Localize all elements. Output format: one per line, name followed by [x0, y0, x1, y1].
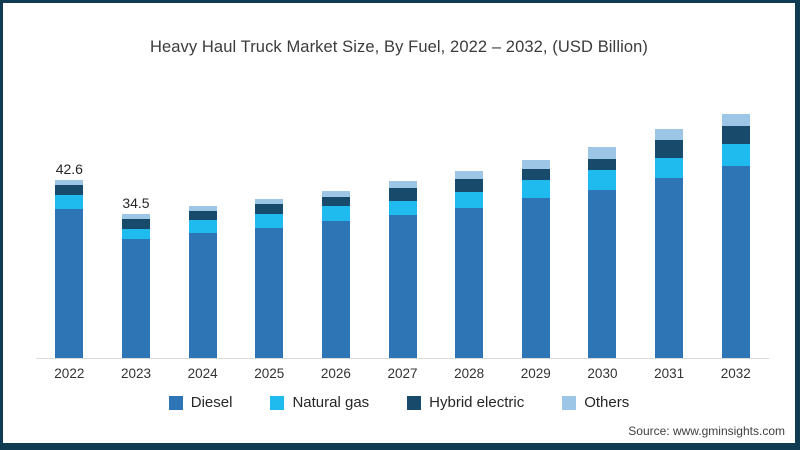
segment-hybrid-electric-2030: [588, 159, 617, 170]
segment-others-2023: [121, 214, 150, 219]
bar-2028: [436, 168, 503, 358]
x-axis-label-2024: 2024: [187, 366, 218, 381]
segment-others-2029: [521, 160, 550, 169]
bar-stack-2027: [388, 181, 417, 358]
bar-stack-2025: [255, 199, 284, 358]
legend-swatch-diesel-icon: [168, 395, 183, 410]
bar-2024: [169, 203, 236, 358]
segment-hybrid-electric-2024: [188, 211, 217, 220]
segment-natural-gas-2030: [588, 170, 617, 190]
segment-diesel-2029: [521, 198, 550, 358]
bar-2031: [636, 126, 703, 358]
legend-label-others: Others: [584, 394, 630, 411]
legend-swatch-hybrid-electric-icon: [407, 395, 422, 410]
segment-hybrid-electric-2031: [655, 140, 684, 158]
x-axis-label-2022: 2022: [54, 366, 85, 381]
segment-hybrid-electric-2026: [321, 197, 350, 206]
segment-others-2027: [388, 181, 417, 188]
segment-hybrid-electric-2028: [455, 179, 484, 192]
bar-stack-2032: [721, 114, 750, 358]
legend: Diesel Natural gas Hybrid electric Others: [3, 394, 795, 411]
bar-stack-2031: [655, 129, 684, 358]
segment-diesel-2024: [188, 233, 217, 358]
x-axis-label-2028: 2028: [454, 366, 485, 381]
bar-2026: [303, 188, 370, 358]
segment-natural-gas-2029: [521, 180, 550, 198]
legend-item-diesel: Diesel: [168, 394, 233, 411]
bar-stack-2030: [588, 147, 617, 358]
segment-diesel-2022: [55, 209, 84, 358]
segment-others-2030: [588, 147, 617, 159]
segment-natural-gas-2026: [321, 206, 350, 221]
bar-stack-2026: [321, 191, 350, 358]
bar-2022: 42.6: [36, 161, 103, 358]
legend-item-others: Others: [562, 394, 629, 411]
segment-diesel-2031: [655, 178, 684, 358]
legend-item-natural-gas: Natural gas: [270, 394, 369, 411]
segment-natural-gas-2032: [721, 144, 750, 166]
segment-diesel-2030: [588, 190, 617, 358]
legend-item-hybrid-electric: Hybrid electric: [407, 394, 524, 411]
segment-hybrid-electric-2025: [255, 204, 284, 214]
bar-2025: [236, 196, 303, 358]
segment-hybrid-electric-2027: [388, 188, 417, 201]
segment-diesel-2027: [388, 215, 417, 358]
x-axis-label-2026: 2026: [320, 366, 351, 381]
segment-others-2032: [721, 114, 750, 126]
bar-2032: [702, 111, 769, 358]
segment-others-2026: [321, 191, 350, 197]
legend-label-natural-gas: Natural gas: [292, 394, 370, 411]
segment-diesel-2026: [321, 221, 350, 358]
segment-diesel-2025: [255, 228, 284, 358]
legend-label-hybrid-electric: Hybrid electric: [429, 394, 525, 411]
bar-value-label-2023: 34.5: [122, 195, 150, 211]
segment-natural-gas-2027: [388, 201, 417, 215]
segment-diesel-2023: [121, 239, 150, 358]
legend-swatch-natural-gas-icon: [270, 395, 285, 410]
segment-natural-gas-2024: [188, 220, 217, 233]
source-note: Source: www.gminsights.com: [628, 424, 785, 438]
segment-natural-gas-2028: [455, 192, 484, 208]
bar-value-label-2022: 42.6: [55, 161, 83, 177]
bar-2029: [502, 157, 569, 358]
bar-2030: [569, 144, 636, 358]
segment-diesel-2032: [721, 166, 750, 358]
segment-others-2022: [55, 180, 84, 185]
bar-stack-2028: [455, 171, 484, 358]
segment-natural-gas-2022: [55, 195, 84, 209]
segment-hybrid-electric-2022: [55, 185, 84, 195]
segment-natural-gas-2025: [255, 214, 284, 228]
segment-natural-gas-2023: [121, 229, 150, 239]
segment-hybrid-electric-2032: [721, 126, 750, 144]
bar-stack-2024: [188, 206, 217, 358]
x-axis-labels: 2022 2023 2024 2025 2026 2027 2028 2029 2030 2031…: [36, 359, 769, 381]
segment-hybrid-electric-2023: [121, 219, 150, 229]
x-axis-label-2032: 2032: [720, 366, 751, 381]
x-axis-label-2031: 2031: [654, 366, 685, 381]
bar-2027: [369, 178, 436, 358]
x-axis-label-2030: 2030: [587, 366, 618, 381]
x-axis-label-2027: 2027: [387, 366, 418, 381]
bar-stack-2022: [55, 180, 84, 358]
legend-swatch-others-icon: [562, 395, 577, 410]
bar-2023: 34.5: [103, 195, 170, 358]
legend-label-diesel: Diesel: [190, 394, 233, 411]
plot-area: 42.6 34.5 2022 2023 2024 2025 2026 2027 2028 202…: [36, 100, 769, 381]
bars-row: 42.6 34.5: [36, 100, 769, 359]
segment-diesel-2028: [455, 208, 484, 358]
bar-stack-2023: [121, 214, 150, 358]
bar-stack-2029: [521, 160, 550, 358]
x-axis-label-2025: 2025: [254, 366, 285, 381]
segment-others-2031: [655, 129, 684, 140]
chart-title: Heavy Haul Truck Market Size, By Fuel, 2…: [149, 38, 649, 56]
segment-others-2024: [188, 206, 217, 211]
x-axis-label-2029: 2029: [520, 366, 551, 381]
segment-others-2028: [455, 171, 484, 179]
segment-natural-gas-2031: [655, 158, 684, 178]
segment-others-2025: [255, 199, 284, 204]
segment-hybrid-electric-2029: [521, 169, 550, 180]
x-axis-label-2023: 2023: [120, 366, 151, 381]
